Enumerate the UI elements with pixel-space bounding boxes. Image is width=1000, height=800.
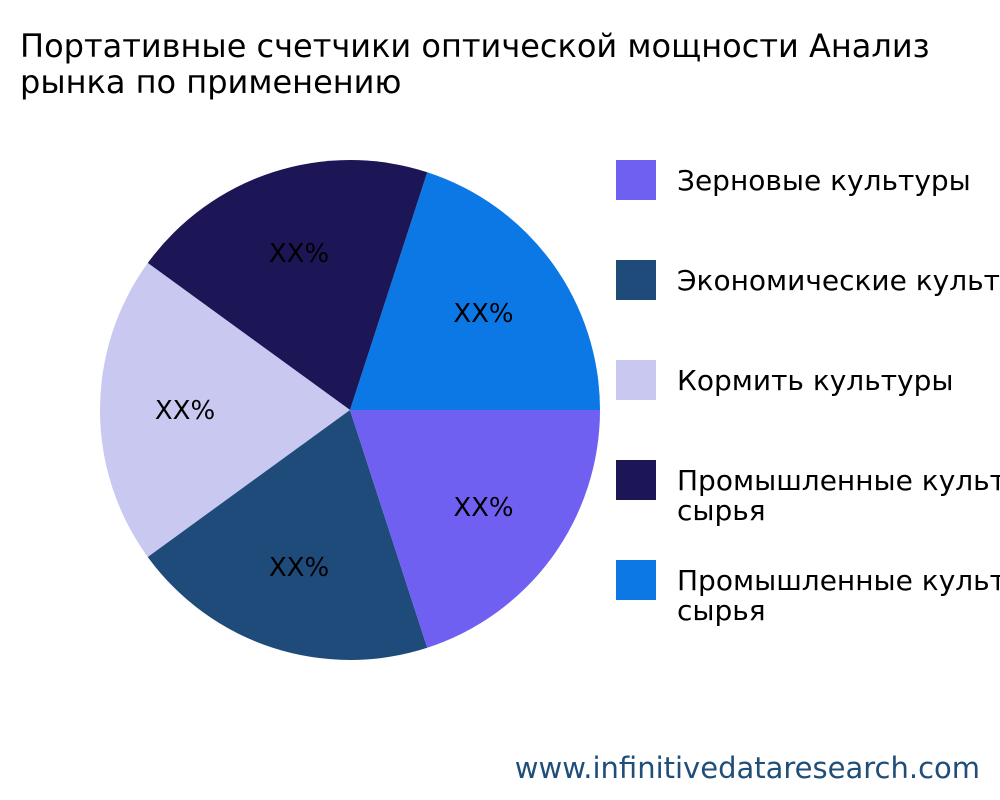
pie-slice-2: [147, 410, 428, 660]
legend-label-4: Промышленные культуры длясырья: [677, 464, 1000, 527]
pie-slices: [100, 160, 600, 660]
pie-slice-label-1: XX%: [453, 493, 513, 523]
legend-label-5: Промышленные культуры длясырья: [677, 564, 1000, 627]
pie-slice-label-3: XX%: [155, 396, 215, 426]
chart-title-line-1: Портативные счетчики оптической мощности…: [20, 27, 930, 65]
legend-swatch-5: [616, 560, 656, 600]
chart-legend: Зерновые культуры Экономические культуры К…: [616, 160, 1000, 627]
pie-slice-1: [350, 410, 600, 648]
legend-label-3: Кормить культуры: [677, 364, 953, 397]
chart-title-line-2: рынка по применению: [20, 63, 402, 101]
legend-swatch-1: [616, 160, 656, 200]
legend-label-2: Экономические культуры: [677, 264, 1000, 297]
pie-slice-labels: XX% XX% XX% XX% XX%: [155, 239, 514, 583]
pie-slice-4: [147, 160, 428, 410]
legend-swatch-4: [616, 460, 656, 500]
pie-slice-label-4: XX%: [269, 239, 329, 269]
legend-label-1: Зерновые культуры: [677, 164, 971, 197]
chart-title: Портативные счетчики оптической мощности…: [20, 28, 995, 100]
pie-slice-5: [350, 172, 600, 410]
watermark: www.infinitivedataresearch.com: [514, 751, 980, 785]
pie-slice-label-5: XX%: [453, 299, 513, 329]
legend-swatch-3: [616, 360, 656, 400]
pie-slice-label-2: XX%: [269, 553, 329, 583]
pie-slice-3: [100, 263, 351, 557]
legend-swatch-2: [616, 260, 656, 300]
